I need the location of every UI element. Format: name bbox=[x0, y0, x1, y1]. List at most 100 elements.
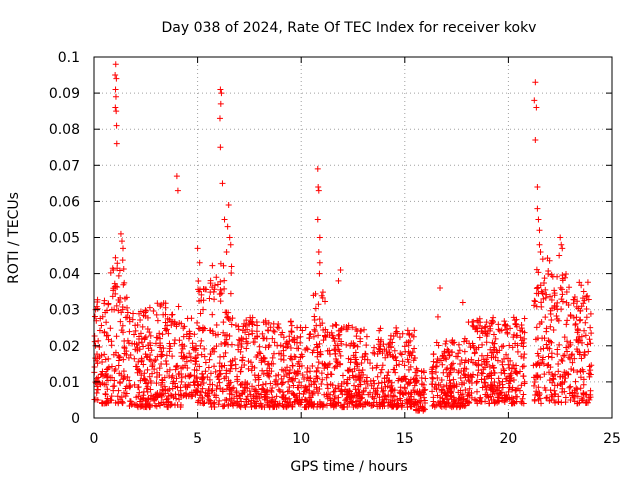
data-point bbox=[128, 401, 135, 408]
data-point bbox=[388, 387, 395, 394]
data-point bbox=[405, 379, 412, 386]
data-point bbox=[153, 334, 160, 341]
data-point bbox=[222, 349, 229, 356]
data-point bbox=[482, 391, 489, 398]
data-point bbox=[264, 361, 271, 368]
data-point bbox=[288, 329, 295, 336]
data-point bbox=[448, 339, 455, 346]
data-point bbox=[127, 352, 134, 359]
data-point bbox=[113, 108, 120, 115]
data-point bbox=[482, 330, 489, 337]
data-point bbox=[383, 374, 390, 381]
data-point bbox=[99, 368, 106, 375]
y-tick-label: 0.08 bbox=[49, 122, 80, 138]
data-point bbox=[413, 377, 420, 384]
data-point bbox=[382, 354, 389, 361]
data-point bbox=[536, 389, 543, 396]
data-point bbox=[221, 375, 228, 382]
data-point bbox=[104, 395, 111, 402]
data-point bbox=[120, 245, 127, 252]
data-point bbox=[322, 298, 329, 305]
data-point bbox=[546, 338, 553, 345]
data-point bbox=[509, 344, 516, 351]
data-point bbox=[479, 384, 486, 391]
data-point bbox=[492, 335, 499, 342]
data-point bbox=[130, 310, 137, 317]
data-point bbox=[536, 227, 543, 234]
data-point bbox=[191, 331, 198, 338]
data-point bbox=[540, 295, 547, 302]
data-point bbox=[154, 317, 161, 324]
data-point bbox=[547, 387, 554, 394]
data-point bbox=[498, 343, 505, 350]
data-point bbox=[140, 388, 147, 395]
data-point bbox=[405, 366, 412, 373]
data-point bbox=[564, 348, 571, 355]
data-point bbox=[223, 370, 230, 377]
data-point bbox=[96, 343, 103, 350]
data-point bbox=[239, 380, 246, 387]
data-point bbox=[473, 397, 480, 404]
x-tick-label: 10 bbox=[292, 431, 310, 447]
data-point bbox=[316, 259, 323, 266]
data-point bbox=[474, 378, 481, 385]
data-point bbox=[569, 389, 576, 396]
data-point bbox=[159, 377, 166, 384]
data-point bbox=[303, 369, 310, 376]
data-point bbox=[348, 390, 355, 397]
data-point bbox=[245, 331, 252, 338]
data-point bbox=[275, 386, 282, 393]
data-point bbox=[513, 369, 520, 376]
data-point bbox=[186, 333, 193, 340]
data-point bbox=[444, 373, 451, 380]
data-point bbox=[487, 346, 494, 353]
data-point bbox=[394, 330, 401, 337]
data-point bbox=[283, 338, 290, 345]
data-point bbox=[263, 321, 270, 328]
data-point bbox=[537, 248, 544, 255]
data-point bbox=[387, 399, 394, 406]
data-point bbox=[324, 364, 331, 371]
data-point bbox=[153, 394, 160, 401]
data-point bbox=[404, 327, 411, 334]
data-point bbox=[245, 358, 252, 365]
data-point bbox=[494, 397, 501, 404]
data-point bbox=[352, 373, 359, 380]
data-point bbox=[103, 332, 110, 339]
data-point bbox=[577, 385, 584, 392]
data-point bbox=[306, 335, 313, 342]
data-point bbox=[302, 383, 309, 390]
data-point bbox=[341, 388, 348, 395]
data-point bbox=[520, 363, 527, 370]
data-point bbox=[357, 381, 364, 388]
data-point bbox=[436, 357, 443, 364]
data-point bbox=[166, 386, 173, 393]
data-point bbox=[508, 365, 515, 372]
data-point bbox=[311, 326, 318, 333]
data-point bbox=[194, 319, 201, 326]
data-point bbox=[587, 310, 594, 317]
data-point bbox=[349, 324, 356, 331]
data-point bbox=[554, 306, 561, 313]
data-point bbox=[92, 355, 99, 362]
data-point bbox=[304, 365, 311, 372]
data-point bbox=[580, 376, 587, 383]
data-point bbox=[455, 341, 462, 348]
data-point bbox=[279, 329, 286, 336]
data-point bbox=[577, 316, 584, 323]
data-point bbox=[482, 323, 489, 330]
data-point bbox=[284, 364, 291, 371]
data-point bbox=[205, 386, 212, 393]
data-point bbox=[503, 394, 510, 401]
data-point bbox=[260, 370, 267, 377]
data-point bbox=[534, 335, 541, 342]
data-point bbox=[505, 380, 512, 387]
data-point bbox=[331, 346, 338, 353]
data-point bbox=[202, 286, 209, 293]
data-point bbox=[298, 362, 305, 369]
data-point bbox=[148, 347, 155, 354]
data-point bbox=[319, 289, 326, 296]
data-point bbox=[219, 386, 226, 393]
data-point bbox=[172, 366, 179, 373]
data-point bbox=[478, 352, 485, 359]
